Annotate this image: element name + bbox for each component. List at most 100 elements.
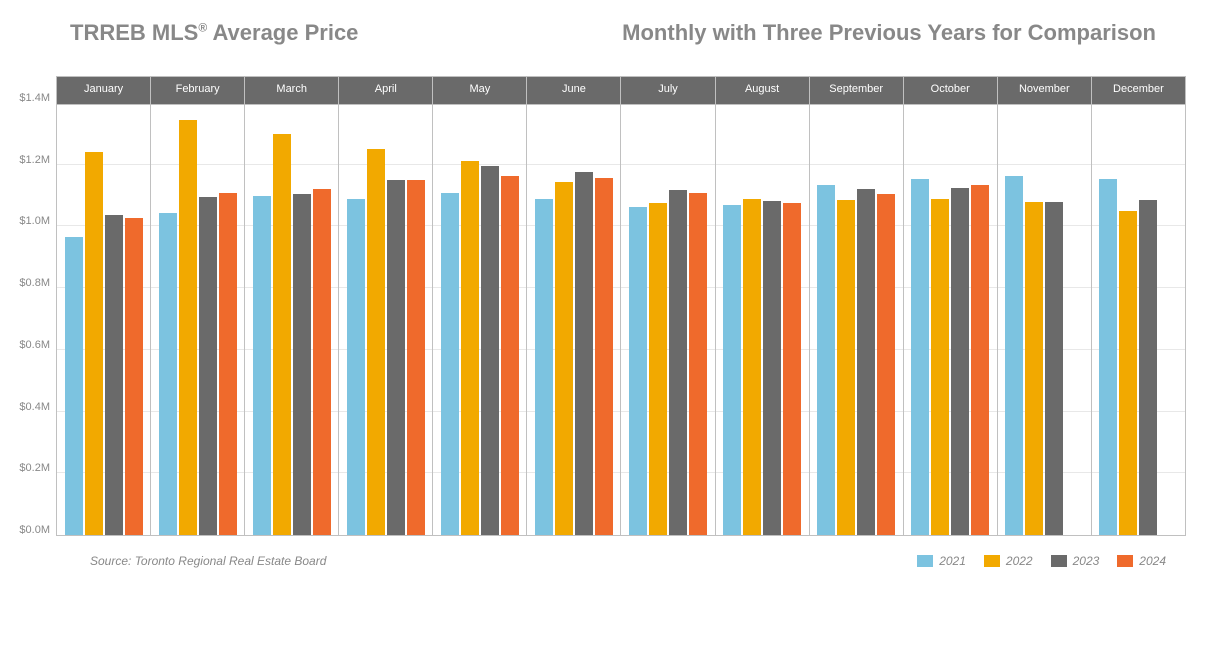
bar — [1025, 202, 1043, 535]
bar — [179, 120, 197, 535]
bar — [253, 196, 271, 535]
bar — [857, 189, 875, 535]
month-header: July — [621, 77, 714, 105]
bar — [817, 185, 835, 535]
bar — [649, 203, 667, 535]
title-left: TRREB MLS® Average Price — [70, 20, 358, 46]
bar — [85, 152, 103, 535]
bar — [783, 203, 801, 535]
bars-area — [621, 105, 714, 535]
bar — [1045, 202, 1063, 535]
bar — [555, 182, 573, 535]
month-panel: July — [621, 77, 715, 535]
bars-area — [527, 105, 620, 535]
month-header: September — [810, 77, 903, 105]
bar — [629, 207, 647, 535]
bar — [1119, 211, 1137, 535]
bar — [347, 199, 365, 535]
bar — [877, 194, 895, 535]
legend-swatch — [1051, 555, 1067, 567]
bar — [1139, 200, 1157, 535]
bar — [763, 201, 781, 535]
month-header: April — [339, 77, 432, 105]
title-left-pre: TRREB MLS — [70, 20, 198, 45]
chart-footer: Source: Toronto Regional Real Estate Boa… — [90, 554, 1166, 568]
legend-item: 2024 — [1117, 554, 1166, 568]
bar — [951, 188, 969, 535]
legend-label: 2022 — [1006, 554, 1033, 568]
chart: $1.4M$1.2M$1.0M$0.8M$0.6M$0.4M$0.2M$0.0M… — [50, 76, 1186, 536]
bar — [159, 213, 177, 535]
plot-area: JanuaryFebruaryMarchAprilMayJuneJulyAugu… — [56, 76, 1186, 536]
bar — [219, 193, 237, 536]
month-header: February — [151, 77, 244, 105]
month-panel: September — [810, 77, 904, 535]
bar — [313, 189, 331, 535]
bar — [837, 200, 855, 535]
bar — [669, 190, 687, 535]
bar — [689, 193, 707, 535]
month-panel: April — [339, 77, 433, 535]
bars-area — [339, 105, 432, 535]
month-panel: December — [1092, 77, 1185, 535]
bar — [535, 199, 553, 535]
bar — [595, 178, 613, 535]
bars-area — [998, 105, 1091, 535]
month-header: June — [527, 77, 620, 105]
month-panel: May — [433, 77, 527, 535]
legend-item: 2021 — [917, 554, 966, 568]
month-header: March — [245, 77, 338, 105]
bar — [387, 180, 405, 535]
bar — [441, 193, 459, 535]
chart-titles: TRREB MLS® Average Price Monthly with Th… — [30, 20, 1186, 46]
legend-item: 2023 — [1051, 554, 1100, 568]
month-header: January — [57, 77, 150, 105]
bar — [911, 179, 929, 535]
bars-area — [245, 105, 338, 535]
bars-area — [433, 105, 526, 535]
bar — [65, 237, 83, 535]
bars-area — [716, 105, 809, 535]
bar — [931, 199, 949, 535]
bar — [1005, 176, 1023, 535]
bar — [461, 161, 479, 535]
bar — [199, 197, 217, 535]
title-left-sup: ® — [198, 21, 207, 35]
month-panel: January — [57, 77, 151, 535]
bars-area — [904, 105, 997, 535]
month-panel: June — [527, 77, 621, 535]
title-left-post: Average Price — [207, 20, 358, 45]
month-header: November — [998, 77, 1091, 105]
month-panel: August — [716, 77, 810, 535]
bar — [971, 185, 989, 535]
bar — [501, 176, 519, 535]
bar — [125, 218, 143, 535]
bar — [723, 205, 741, 535]
bars-area — [1092, 105, 1185, 535]
month-panel: February — [151, 77, 245, 535]
legend-item: 2022 — [984, 554, 1033, 568]
legend-label: 2021 — [939, 554, 966, 568]
bar — [743, 199, 761, 535]
bar — [293, 194, 311, 535]
legend-swatch — [917, 555, 933, 567]
source-text: Source: Toronto Regional Real Estate Boa… — [90, 554, 326, 568]
bars-area — [151, 105, 244, 535]
month-header: December — [1092, 77, 1185, 105]
bar — [481, 166, 499, 535]
month-header: October — [904, 77, 997, 105]
month-panel: October — [904, 77, 998, 535]
legend: 2021 2022 2023 2024 — [917, 554, 1166, 568]
bar — [407, 180, 425, 535]
month-panel: November — [998, 77, 1092, 535]
bars-area — [810, 105, 903, 535]
bar — [273, 134, 291, 535]
title-right: Monthly with Three Previous Years for Co… — [622, 20, 1156, 46]
bar — [367, 149, 385, 535]
month-header: August — [716, 77, 809, 105]
legend-label: 2024 — [1139, 554, 1166, 568]
legend-swatch — [984, 555, 1000, 567]
bar — [1099, 179, 1117, 535]
bar — [105, 215, 123, 535]
legend-label: 2023 — [1073, 554, 1100, 568]
